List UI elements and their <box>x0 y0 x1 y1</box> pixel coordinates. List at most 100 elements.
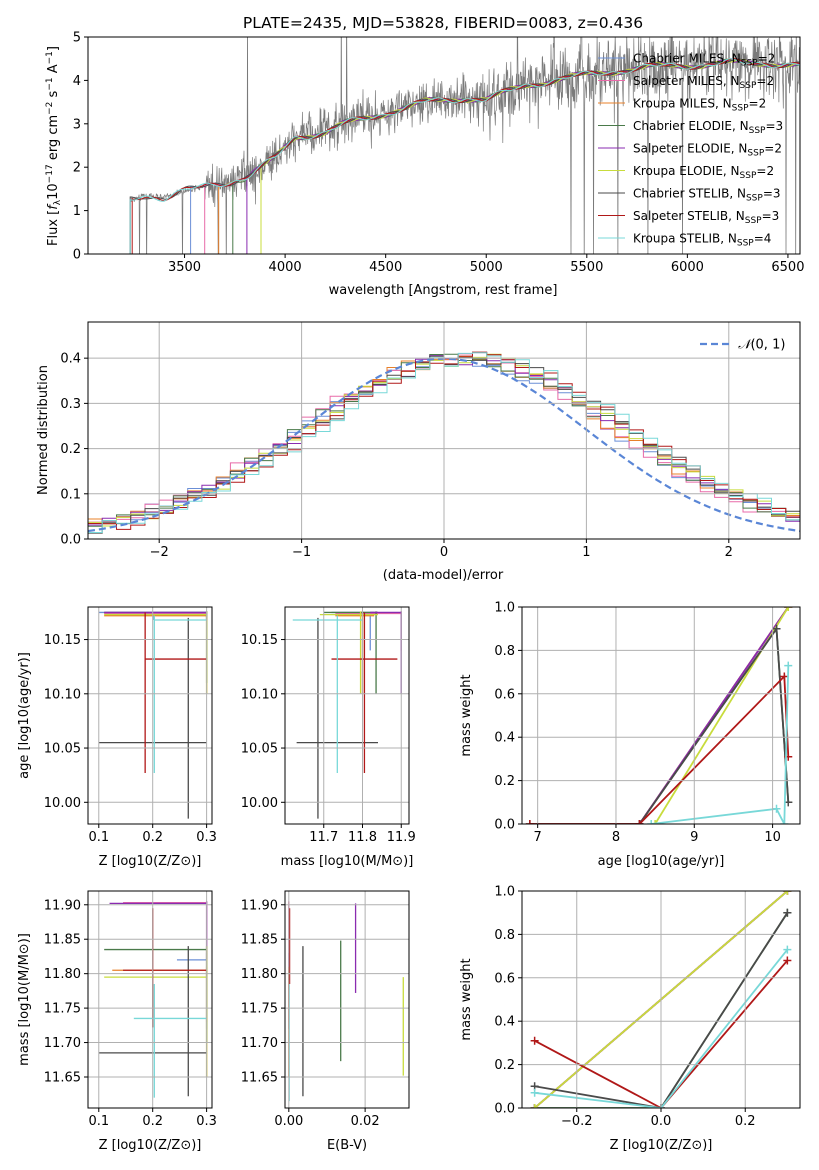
mw-vs-age-ytick-label: 0.0 <box>494 818 515 833</box>
legend-sub: SSP <box>740 81 757 91</box>
resid-xtick-label: 0 <box>440 545 448 560</box>
legend-sub: SSP <box>745 216 762 226</box>
mass-vs-ebv-plot <box>288 901 404 1102</box>
mw-vs-age-marker <box>784 661 793 670</box>
legend-tail: =4 <box>754 232 772 246</box>
mw-vs-age-series <box>638 626 790 824</box>
mw-vs-z-ytick-label: 0.0 <box>494 1102 515 1117</box>
mass-vs-ebv-ytick-label: 11.80 <box>241 967 278 982</box>
mw-vs-z-marker <box>783 908 792 917</box>
legend-tail: =2 <box>756 74 774 88</box>
mw-vs-age-ytick-label: 0.2 <box>494 774 515 789</box>
resid-ytick-label: 0.1 <box>60 487 81 502</box>
spectrum-ylabel: Flux [fλ10−17 erg cm−2 s−1 A−1] <box>45 46 63 246</box>
legend-entry: Chabrier ELODIE, NSSP=3 <box>633 119 783 136</box>
age-vs-mass-axes: 11.7 11.8 11.9 10.00 10.05 10.10 10.15 <box>241 606 416 845</box>
age-vs-mass-xtick-label: 11.7 <box>309 830 338 845</box>
spectrum-xtick-label: 5000 <box>470 260 503 275</box>
age-vs-mass-ytick-label: 10.05 <box>241 742 278 757</box>
spectrum-ytick-label: 1 <box>73 204 81 219</box>
spectrum-plot <box>129 37 800 254</box>
mw-vs-age-axes: 7 8 9 10 0.0 0.2 0.4 0.6 0.8 1.0 <box>494 601 801 845</box>
mw-vs-age-plot <box>525 607 793 824</box>
legend-entry: Chabrier MILES, NSSP=2 <box>633 52 775 69</box>
mw-vs-age-xtick-label: 10 <box>764 830 781 845</box>
resid-xtick-label: −2 <box>150 545 169 560</box>
mw-vs-age-ytick-label: 0.6 <box>494 687 515 702</box>
mw-vs-age-ytick-label: 1.0 <box>494 601 515 616</box>
spectrum-ytick-label: 2 <box>73 161 81 176</box>
resid-xlabel: (data-model)/error <box>383 568 504 583</box>
mw-vs-age-marker <box>651 820 660 824</box>
mw-vs-z-ytick-label: 0.6 <box>494 971 515 986</box>
legend-tail: =2 <box>764 142 782 156</box>
age-vs-z-xtick-label: 0.1 <box>88 830 109 845</box>
legend-sub: SSP <box>746 194 763 204</box>
mw-vs-age-xtick-label: 8 <box>612 830 620 845</box>
spectrum-axes: 3500 4000 4500 5000 5500 6000 6500 0 1 2 3 4 5 <box>73 31 805 276</box>
mass-vs-z-xtick-label: 0.2 <box>142 1114 163 1129</box>
mass-vs-ebv-ytick-label: 11.90 <box>241 898 278 913</box>
age-vs-mass-ytick-label: 10.15 <box>241 633 278 648</box>
mw-vs-z-frame <box>521 890 801 1109</box>
mw-vs-age-series <box>529 626 790 824</box>
legend-entry: Kroupa ELODIE, NSSP=2 <box>633 164 774 181</box>
mw-vs-age-xtick-label: 7 <box>534 830 542 845</box>
mw-vs-age-ylabel: mass weight <box>459 674 474 756</box>
resid-frame <box>87 321 801 540</box>
legend-tail: =3 <box>763 187 781 201</box>
mw-vs-age-marker <box>780 820 789 824</box>
spectrum-ytick-label: 0 <box>73 248 81 263</box>
legend-sub: SSP <box>740 171 757 181</box>
spectrum-ytick-label: 3 <box>73 117 81 132</box>
mw-vs-z-xlabel: Z [log10(Z/Z⊙)] <box>610 1138 713 1153</box>
mw-vs-z-ytick-label: 0.4 <box>494 1015 515 1030</box>
age-vs-mass-frame <box>284 606 410 825</box>
age-vs-z-xtick-label: 0.3 <box>196 830 217 845</box>
spectrum-xtick-label: 5500 <box>570 260 603 275</box>
mw-vs-age-marker <box>525 820 534 824</box>
mw-vs-age-marker <box>647 820 656 824</box>
legend-sub: SSP <box>732 104 749 114</box>
mw-vs-z-marker <box>783 945 792 954</box>
mw-vs-age-xlabel: age [log10(age/yr)] <box>598 854 725 869</box>
age-vs-mass-xtick-label: 11.8 <box>348 830 377 845</box>
mass-vs-ebv-axes: 0.00 0.02 11.65 11.70 11.75 11.80 11.85 11.90 <box>241 890 410 1129</box>
resid-xtick-label: −1 <box>292 545 311 560</box>
mass-vs-z-xlabel: Z [log10(Z/Z⊙)] <box>99 1138 202 1153</box>
mass-vs-z-ytick-label: 11.85 <box>44 933 81 948</box>
mass-vs-ebv-ytick-label: 11.70 <box>241 1036 278 1051</box>
mw-vs-z-marker <box>530 1088 539 1097</box>
mass-vs-z-ytick-label: 11.80 <box>44 967 81 982</box>
mw-vs-z-axes: −0.2 0.0 0.2 0.0 0.2 0.4 0.6 0.8 1.0 <box>494 885 801 1129</box>
figure-title: PLATE=2435, MJD=53828, FIBERID=0083, z=0… <box>243 14 643 32</box>
mass-vs-z-xtick-label: 0.1 <box>88 1114 109 1129</box>
age-vs-z-plot <box>98 611 208 819</box>
mass-vs-z-xtick-label: 0.3 <box>196 1114 217 1129</box>
mw-vs-z-marker <box>530 1104 539 1108</box>
mw-vs-age-marker <box>635 820 644 824</box>
resid-axes: −2 −1 0 1 2 0.0 0.1 0.2 0.3 0.4 <box>60 321 801 560</box>
mw-vs-age-marker <box>772 804 781 813</box>
legend-tail: =2 <box>758 52 776 66</box>
spectrum-xlabel: wavelength [Angstrom, rest frame] <box>329 283 558 298</box>
age-vs-mass-ytick-label: 10.10 <box>241 687 278 702</box>
age-vs-mass-xtick-label: 11.9 <box>387 830 416 845</box>
resid-ytick-label: 0.3 <box>60 397 81 412</box>
mw-vs-age-ytick-label: 0.8 <box>494 644 515 659</box>
mass-vs-ebv-xtick-label: 0.00 <box>274 1114 303 1129</box>
resid-ytick-label: 0.0 <box>60 533 81 548</box>
mass-vs-z-ytick-label: 11.75 <box>44 1002 81 1017</box>
legend-entry: Kroupa STELIB, NSSP=4 <box>633 232 771 249</box>
mw-vs-age-marker <box>780 672 789 681</box>
legend-entry: Salpeter ELODIE, NSSP=2 <box>633 142 782 159</box>
legend-sub: SSP <box>741 59 758 69</box>
mw-vs-age-series <box>529 674 790 824</box>
mw-vs-z-ylabel: mass weight <box>459 958 474 1040</box>
legend-tail: =3 <box>765 119 783 133</box>
mass-vs-z-axes: 0.1 0.2 0.3 11.65 11.70 11.75 11.80 11.85 11.90 <box>44 890 217 1129</box>
legend-entry: Salpeter MILES, NSSP=2 <box>633 74 774 91</box>
mw-vs-age-marker <box>784 607 793 611</box>
legend-tail: =2 <box>749 97 767 111</box>
